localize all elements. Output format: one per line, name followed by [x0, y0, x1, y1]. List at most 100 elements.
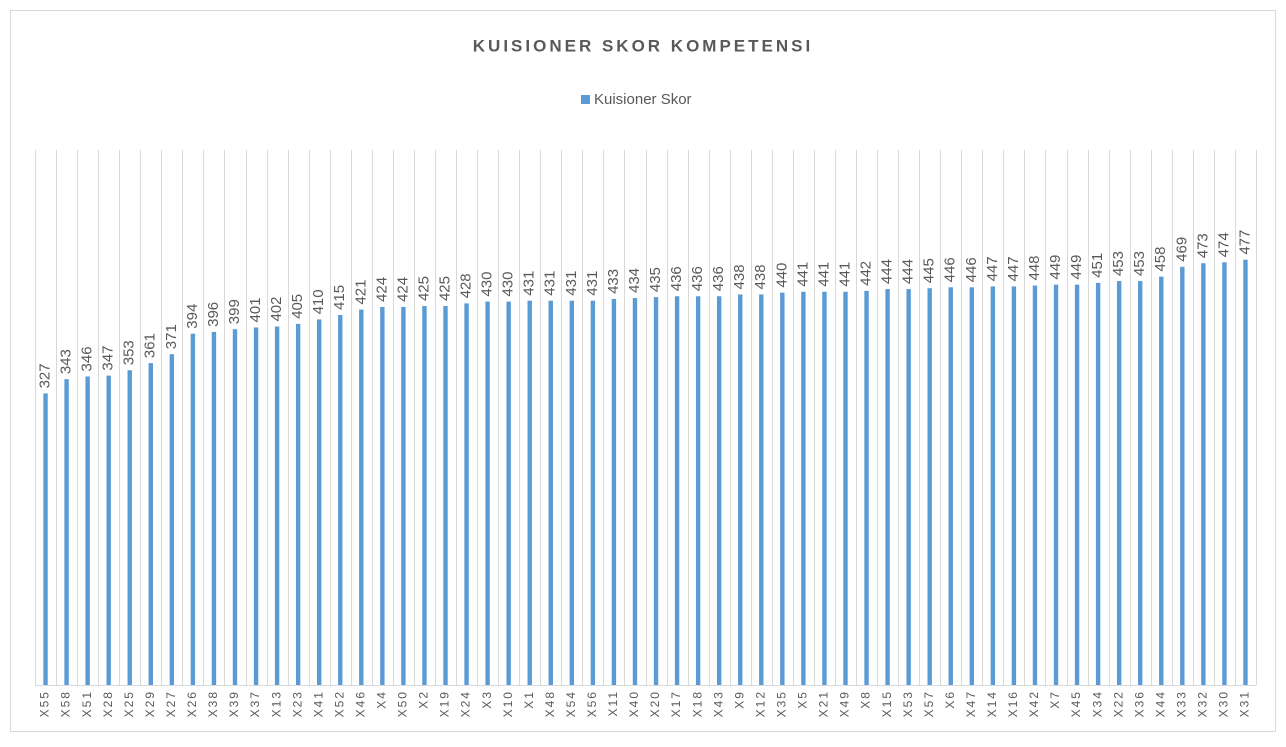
bar — [274, 326, 280, 685]
data-label: 424 — [373, 277, 390, 302]
data-label: 431 — [563, 271, 580, 296]
data-label: 441 — [836, 262, 853, 287]
bar — [590, 300, 596, 685]
x-tick-label: X22 — [1111, 690, 1125, 717]
x-tick-label: X58 — [59, 690, 73, 717]
x-tick-label: X25 — [122, 690, 136, 717]
bar — [1053, 284, 1059, 685]
x-tick-label: X18 — [690, 690, 704, 717]
x-tick-label: X6 — [943, 690, 957, 709]
bar — [927, 288, 932, 685]
bar — [569, 300, 575, 685]
bar — [359, 309, 364, 685]
data-label: 405 — [289, 294, 306, 319]
data-label: 402 — [268, 297, 285, 322]
chart-border — [10, 10, 1276, 732]
x-tick-label: X56 — [585, 690, 599, 717]
x-tick-label: X33 — [1174, 690, 1188, 717]
bar — [885, 289, 890, 685]
bar — [64, 379, 69, 685]
x-tick-label: X27 — [164, 690, 178, 717]
bar — [253, 327, 259, 685]
bar — [443, 306, 448, 685]
x-tick-label: X15 — [880, 690, 894, 717]
data-label: 444 — [879, 259, 896, 284]
data-label: 421 — [352, 280, 369, 305]
bar — [1116, 281, 1122, 685]
bar — [380, 306, 385, 685]
data-label: 436 — [689, 266, 706, 291]
data-label: 438 — [752, 264, 769, 289]
x-tick-label: X40 — [627, 690, 641, 717]
data-label: 444 — [900, 259, 917, 284]
bar — [232, 329, 238, 685]
chart-title: KUISIONER SKOR KOMPETENSI — [473, 36, 813, 55]
x-tick-label: X37 — [248, 690, 262, 717]
bar — [464, 303, 469, 685]
x-tick-label: X38 — [206, 690, 220, 717]
data-label: 424 — [394, 277, 411, 302]
x-tick-label: X44 — [1153, 690, 1167, 717]
bar — [422, 306, 427, 685]
x-tick-label: X55 — [38, 690, 52, 717]
data-label: 431 — [584, 271, 601, 296]
data-label: 453 — [1110, 251, 1127, 276]
x-tick-label: X3 — [480, 690, 494, 709]
bar — [716, 296, 722, 685]
bar — [1138, 281, 1143, 685]
x-tick-label: X4 — [375, 690, 389, 709]
bar — [548, 300, 553, 685]
data-label: 473 — [1194, 233, 1211, 258]
x-tick-label: X19 — [438, 690, 452, 717]
x-tick-label: X48 — [543, 690, 557, 717]
x-tick-label: X34 — [1090, 690, 1104, 717]
data-label: 435 — [647, 267, 664, 292]
data-label: 353 — [121, 340, 138, 365]
data-label: 433 — [605, 269, 622, 294]
bar — [948, 287, 953, 685]
data-label: 447 — [984, 256, 1001, 281]
x-tick-label: X21 — [817, 690, 831, 717]
x-tick-label: X13 — [269, 690, 283, 717]
data-label: 436 — [710, 266, 727, 291]
bar — [169, 354, 175, 685]
data-label: 361 — [142, 333, 159, 358]
bar — [864, 290, 869, 685]
data-label: 441 — [815, 262, 832, 287]
x-tick-label: X31 — [1238, 690, 1252, 717]
x-tick-label: X45 — [1069, 690, 1083, 717]
legend-swatch — [581, 95, 590, 104]
x-tick-label: X20 — [648, 690, 662, 717]
x-tick-label: X1 — [522, 690, 536, 709]
bar — [1074, 284, 1080, 685]
data-label: 434 — [626, 268, 643, 293]
x-tick-label: X35 — [775, 690, 789, 717]
bar — [338, 314, 343, 685]
bar — [611, 298, 617, 685]
bar — [738, 294, 743, 685]
data-label: 347 — [100, 346, 117, 371]
x-tick-label: X2 — [417, 690, 431, 709]
data-label: 453 — [1131, 251, 1148, 276]
x-tick-label: X43 — [711, 690, 725, 717]
x-tick-label: X46 — [353, 690, 367, 717]
x-tick-label: X52 — [332, 690, 346, 717]
bar — [295, 323, 301, 685]
bar — [1032, 285, 1038, 685]
data-label: 425 — [415, 276, 432, 301]
bar — [43, 393, 48, 685]
data-label: 446 — [963, 257, 980, 282]
x-tick-label: X5 — [796, 690, 810, 709]
x-tick-label: X39 — [227, 690, 241, 717]
x-tick-label: X54 — [564, 690, 578, 717]
bar — [969, 287, 975, 685]
x-tick-label: X9 — [732, 690, 746, 709]
x-tick-label: X7 — [1048, 690, 1062, 709]
bar — [990, 286, 996, 685]
data-label: 430 — [479, 272, 496, 297]
x-tick-label: X49 — [838, 690, 852, 717]
bar — [401, 306, 406, 685]
data-label: 440 — [773, 263, 790, 288]
bar — [106, 375, 111, 685]
